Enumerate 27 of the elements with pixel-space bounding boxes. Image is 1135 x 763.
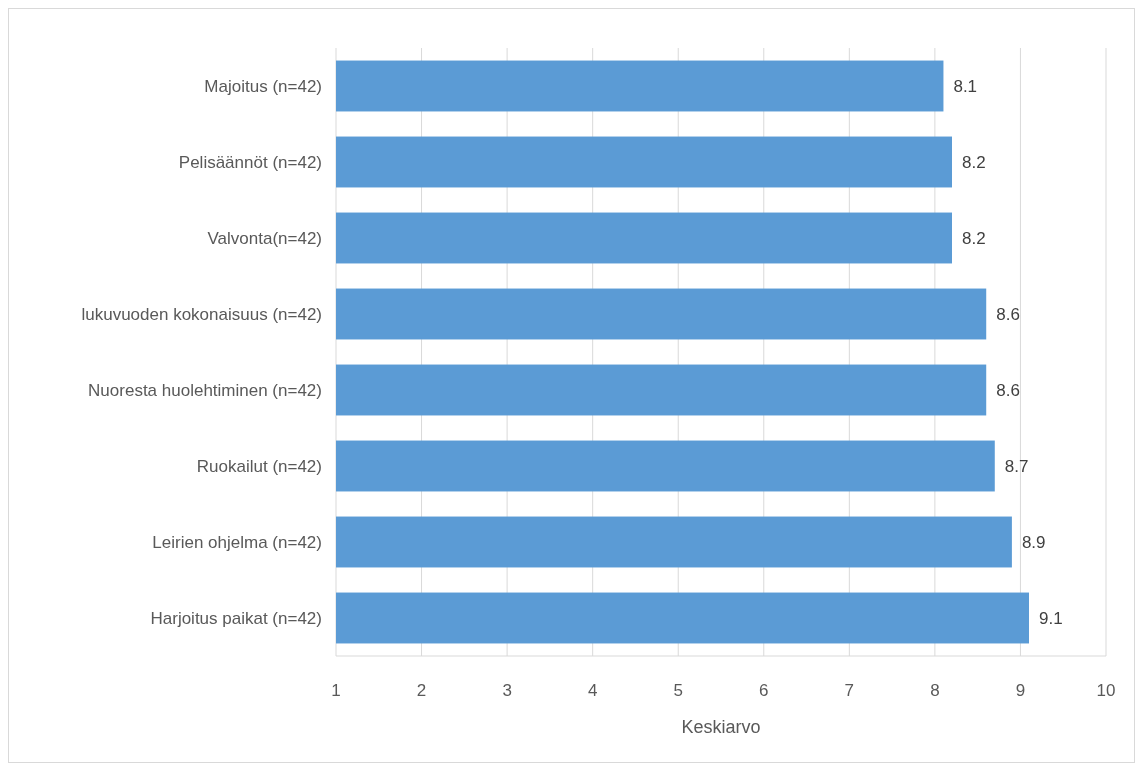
y-tick-label: Nuoresta huolehtiminen (n=42): [88, 380, 322, 400]
x-tick-label: 9: [1015, 681, 1026, 700]
y-tick-label: Harjoitus paikat (n=42): [150, 608, 322, 628]
data-label: 8.7: [1004, 456, 1029, 476]
y-tick-label: Ruokailut (n=42): [196, 456, 322, 476]
data-label: 8.6: [996, 380, 1020, 400]
x-tick-label: 6: [759, 681, 769, 700]
y-tick-label: Majoitus (n=42): [204, 76, 322, 96]
x-tick-label: 4: [587, 681, 598, 700]
y-tick-label: lukuvuoden kokonaisuus (n=42): [81, 304, 322, 324]
x-tick-label: 1: [331, 681, 341, 700]
y-tick-label: Pelisäännöt (n=42): [178, 152, 322, 172]
data-label: 8.1: [953, 76, 978, 96]
data-label: 8.2: [962, 228, 986, 248]
x-tick-label: 7: [844, 681, 855, 700]
x-axis-title: Keskiarvo: [681, 717, 761, 737]
data-label: 9.1: [1039, 608, 1063, 628]
x-tick-label: 2: [416, 681, 427, 700]
x-tick-label: 8: [930, 681, 940, 700]
x-tick-label: 10: [1096, 681, 1116, 700]
y-tick-label: Valvonta(n=42): [207, 228, 322, 248]
y-tick-label: Leirien ohjelma (n=42): [152, 532, 322, 552]
data-label: 8.2: [962, 152, 986, 172]
x-tick-label: 5: [673, 681, 683, 700]
x-tick-label: 3: [502, 681, 512, 700]
data-label: 8.9: [1021, 532, 1046, 552]
data-label: 8.6: [996, 304, 1020, 324]
